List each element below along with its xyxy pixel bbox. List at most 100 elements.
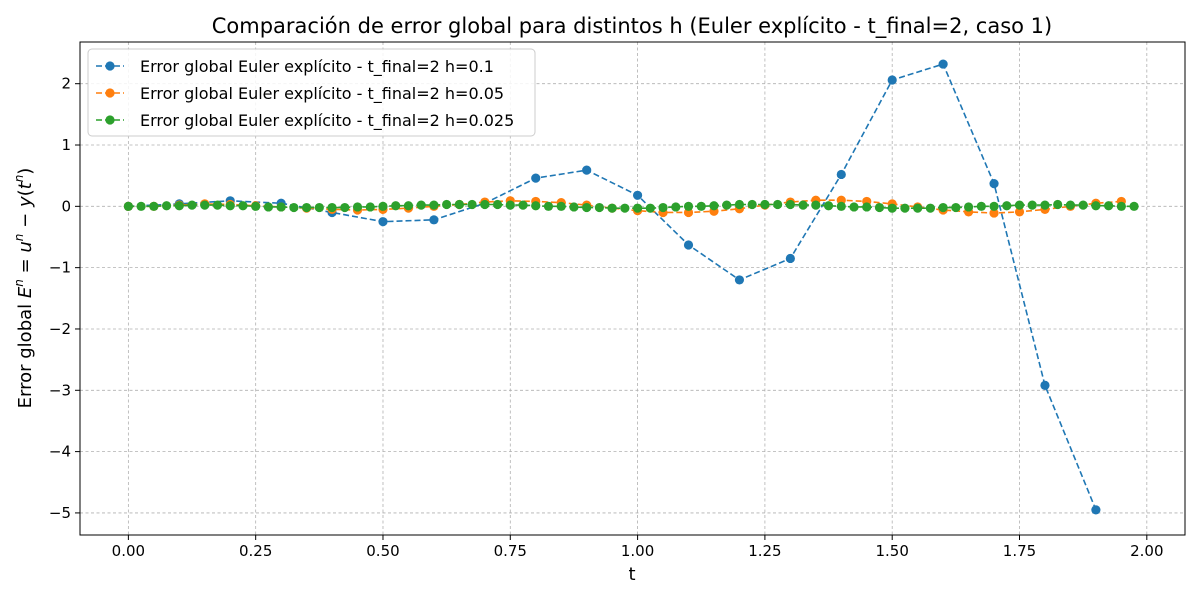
data-point xyxy=(123,201,133,211)
data-point xyxy=(543,201,554,211)
data-point xyxy=(938,59,948,69)
data-point xyxy=(734,275,745,285)
data-point xyxy=(785,199,795,210)
x-tick-label: 1.75 xyxy=(1003,542,1036,560)
data-point xyxy=(823,201,834,211)
y-tick-label: 0 xyxy=(61,197,71,215)
data-point xyxy=(531,173,541,183)
x-tick-label: 1.50 xyxy=(875,542,908,560)
data-point xyxy=(340,202,350,213)
series-3 xyxy=(123,199,1139,213)
data-point xyxy=(913,203,923,213)
data-point xyxy=(645,203,655,213)
series-layer xyxy=(123,59,1139,515)
legend-marker xyxy=(105,88,115,98)
data-point xyxy=(378,201,388,211)
legend-label: Error global Euler explícito - t_final=2… xyxy=(140,57,494,77)
data-point xyxy=(1065,200,1076,210)
legend-box xyxy=(87,48,536,137)
data-point xyxy=(607,203,617,213)
data-point xyxy=(531,201,541,211)
x-tick-label: 0.75 xyxy=(494,542,527,560)
data-point xyxy=(671,202,681,212)
data-point xyxy=(925,203,935,213)
data-point xyxy=(938,202,948,213)
data-point xyxy=(480,199,490,210)
data-point xyxy=(327,202,337,213)
data-point xyxy=(811,200,821,210)
data-point xyxy=(1091,201,1101,211)
data-point xyxy=(429,200,439,210)
data-point xyxy=(378,217,388,227)
data-point xyxy=(632,190,643,200)
x-tick-label: 0.50 xyxy=(366,542,399,560)
data-point xyxy=(582,165,592,175)
data-point xyxy=(1027,200,1037,210)
data-point xyxy=(161,201,172,211)
data-point xyxy=(1116,201,1126,211)
data-point xyxy=(174,201,184,211)
data-point xyxy=(200,200,210,210)
data-point xyxy=(747,199,757,210)
data-point xyxy=(442,199,452,210)
data-point xyxy=(454,199,464,210)
data-point xyxy=(276,202,286,212)
data-point xyxy=(976,201,986,211)
y-tick-label: −2 xyxy=(49,320,71,338)
plot-frame xyxy=(79,41,1186,536)
data-point xyxy=(989,179,999,189)
data-point xyxy=(849,202,859,212)
data-point xyxy=(403,201,414,211)
data-point xyxy=(963,202,974,212)
data-point xyxy=(989,201,999,211)
data-point xyxy=(658,202,668,213)
data-point xyxy=(1053,199,1063,210)
y-axis-label: Error global En = un − y(tn) xyxy=(12,168,36,409)
x-tick-label: 0.00 xyxy=(112,542,145,560)
data-point xyxy=(683,240,694,250)
y-tick-label: −3 xyxy=(49,381,71,399)
axis-ticks: 0.00 0.25 0.50 0.75 1.00 1.25 1.50 1.75 2.00 −5 −4… xyxy=(49,75,1164,560)
data-point xyxy=(289,202,299,213)
data-point xyxy=(989,208,999,218)
data-point xyxy=(900,203,910,213)
data-point xyxy=(683,201,694,211)
data-point xyxy=(862,202,872,212)
data-point xyxy=(467,199,477,210)
data-point xyxy=(1078,200,1088,210)
y-tick-label: −4 xyxy=(49,443,71,461)
data-point xyxy=(187,200,197,210)
data-point xyxy=(1104,201,1114,211)
data-point xyxy=(836,201,846,211)
legend-marker xyxy=(105,115,115,125)
legend-marker xyxy=(105,61,115,71)
data-point xyxy=(836,169,846,180)
data-point xyxy=(582,202,592,213)
series-line xyxy=(128,63,1097,511)
data-point xyxy=(951,202,961,213)
data-point xyxy=(263,202,274,212)
data-point xyxy=(238,201,248,211)
legend: Error global Euler explícito - t_final=2… xyxy=(87,48,536,137)
y-tick-label: 1 xyxy=(61,136,71,154)
data-point xyxy=(874,202,885,213)
x-tick-label: 2.00 xyxy=(1130,542,1163,560)
data-point xyxy=(709,201,719,211)
data-point xyxy=(492,199,503,210)
data-point xyxy=(149,201,159,211)
data-point xyxy=(391,201,401,211)
data-point xyxy=(1014,200,1025,210)
data-point xyxy=(251,201,261,211)
data-point xyxy=(212,200,223,210)
y-tick-label: −5 xyxy=(49,504,71,522)
data-point xyxy=(734,199,745,210)
data-point xyxy=(1014,207,1025,217)
chart-title: Comparación de error global para distint… xyxy=(212,14,1053,39)
x-tick-label: 1.00 xyxy=(621,542,654,560)
data-point xyxy=(136,201,146,211)
data-point xyxy=(620,203,630,213)
data-point xyxy=(632,203,643,213)
data-point xyxy=(1129,201,1139,211)
data-point xyxy=(1040,200,1050,210)
